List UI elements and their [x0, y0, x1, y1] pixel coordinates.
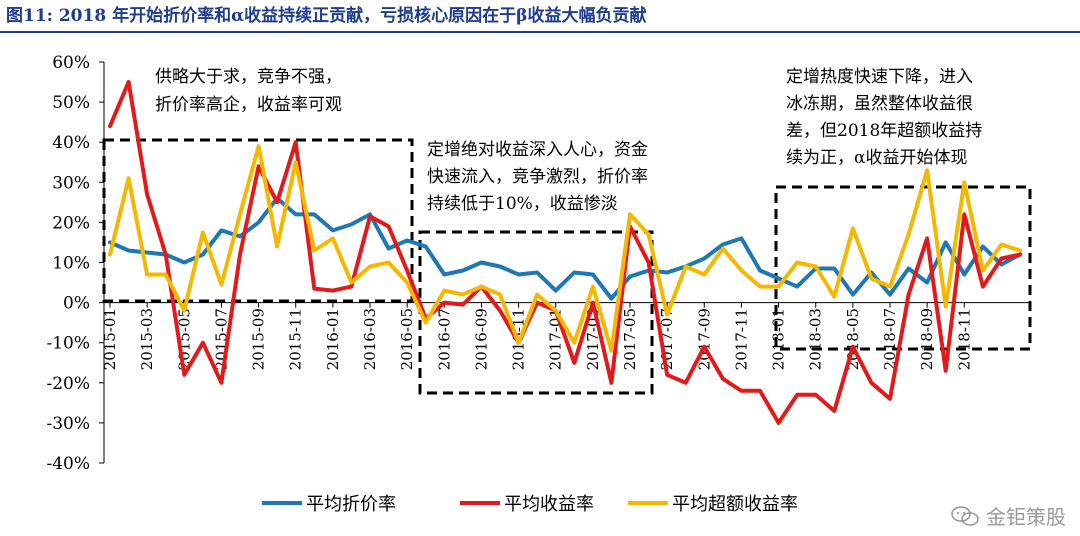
watermark-text: 金钜策股	[986, 505, 1066, 529]
y-tick-label: -10%	[46, 334, 90, 354]
x-tick-label: 2018-07	[881, 308, 899, 370]
x-tick-label: 2015-03	[138, 308, 156, 370]
annotations: 供略大于求，竞争不强， 折价率高企，收益率可观定增绝对收益深入人心，资金快速流入，…	[155, 67, 982, 214]
y-tick-label: 10%	[52, 254, 90, 274]
annotation-line: 冰冻期，虽然整体收益很	[786, 94, 973, 114]
annotation-line: 折价率高企，收益率可观	[155, 95, 342, 115]
x-tick-label: 2016-05	[398, 308, 416, 370]
y-tick-label: 60%	[52, 53, 90, 73]
y-tick-label: 40%	[52, 133, 90, 153]
legend-label: 平均超额收益率	[672, 494, 798, 515]
x-tick-label: 2017-11	[732, 308, 750, 370]
annotation-box	[102, 138, 414, 303]
title-rule	[0, 31, 1080, 33]
y-tick-label: 30%	[52, 173, 90, 193]
x-tick-label: 2016-07	[435, 308, 453, 370]
wechat-icon	[951, 505, 979, 526]
annotation-line: 定增绝对收益深入人心，资金	[427, 140, 648, 160]
annotation-line: 快速流入，竞争激烈，折价率	[427, 167, 648, 187]
x-tick-label: 2015-11	[287, 308, 305, 370]
x-tick-label: 2017-05	[621, 308, 639, 370]
series-lines	[108, 80, 1022, 425]
legend-label: 平均收益率	[504, 494, 594, 515]
y-tick-label: -20%	[46, 374, 90, 394]
x-tick-label: 2016-03	[361, 308, 379, 370]
annotation-line: 续为正，α收益开始体现	[786, 148, 967, 168]
annotation-line: 供略大于求，竞争不强，	[155, 67, 342, 87]
legend: 平均折价率 平均收益率 平均超额收益率	[262, 494, 798, 515]
annotation-line: 差，但2018年超额收益持	[786, 121, 982, 141]
y-tick-label: 0%	[63, 294, 90, 314]
annotation-line: 持续低于10%，收益惨淡	[427, 194, 618, 214]
x-tick-label: 2018-03	[807, 308, 825, 370]
watermark: 金钜策股	[950, 501, 1066, 530]
x-tick-label: 2018-09	[918, 308, 936, 370]
series-line-3	[108, 144, 1022, 353]
annotation-line: 定增热度快速下降，进入	[786, 67, 973, 87]
y-axis: 60% 50% 40% 30% 20% 10% 0% -10% -20% -30% -40%	[46, 53, 105, 474]
y-tick-label: -30%	[46, 414, 90, 434]
figure-title: 图11: 2018 年开始折价率和α收益持续正贡献，亏损核心原因在于β收益大幅负…	[6, 6, 647, 26]
x-tick-label: 2018-01	[770, 308, 788, 370]
x-tick-label: 2016-09	[472, 308, 490, 370]
y-tick-label: 50%	[52, 93, 90, 113]
legend-label: 平均折价率	[306, 494, 396, 515]
y-tick-label: 20%	[52, 213, 90, 233]
series-line-1	[108, 196, 1022, 301]
x-tick-label: 2016-01	[324, 308, 342, 370]
x-tick-label: 2017-01	[547, 308, 565, 370]
y-tick-label: -40%	[46, 454, 90, 474]
x-tick-label: 2018-11	[955, 308, 973, 370]
x-tick-label: 2015-09	[250, 308, 268, 370]
x-tick-label: 2015-01	[101, 308, 119, 370]
